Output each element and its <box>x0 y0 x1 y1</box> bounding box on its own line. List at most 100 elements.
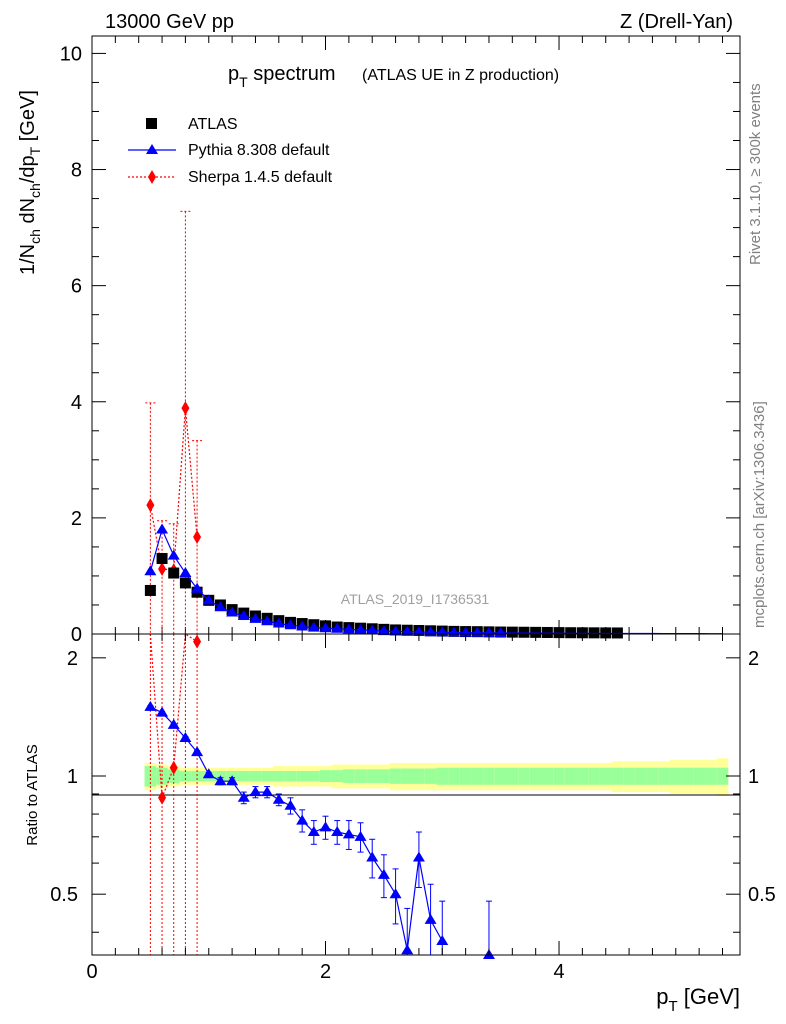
band-inner-segment <box>669 767 682 785</box>
band-inner-segment <box>436 767 449 785</box>
band-inner-segment <box>389 768 402 784</box>
sherpa-ratio-point <box>158 790 167 805</box>
atlas-point <box>156 553 168 565</box>
band-inner-segment <box>144 766 157 787</box>
pythia-point <box>272 617 285 628</box>
band-inner-segment <box>284 770 297 782</box>
band-inner-segment <box>553 767 565 785</box>
pythia-point <box>319 622 332 633</box>
pythia-ratio-point <box>424 913 437 924</box>
band-inner-segment <box>167 769 180 783</box>
pythia-series <box>144 523 723 637</box>
band-inner-segment <box>634 767 647 785</box>
sherpa-point <box>158 561 167 576</box>
band-inner-segment <box>518 767 530 785</box>
ratio-y-tick-labels: 0.5 0.5 1 1 2 2 <box>50 648 776 906</box>
plot-title: pT spectrum <box>228 63 336 90</box>
pythia-point <box>237 610 250 621</box>
title-tail: spectrum <box>248 63 336 85</box>
main-y-tick-label: 0 <box>71 624 82 646</box>
band-inner-segment <box>354 769 367 783</box>
pythia-ratio-point <box>202 768 215 779</box>
ratio-y-axis-label: Ratio to ATLAS <box>24 744 41 845</box>
main-y-tick-label: 10 <box>60 43 82 65</box>
band-inner-segment <box>424 768 437 784</box>
x-tick-labels: 0 2 4 <box>86 961 564 983</box>
band-inner-segment <box>237 770 250 782</box>
pythia-ratio-point <box>156 706 169 717</box>
pythia-ratio-series <box>144 700 495 959</box>
x-tick-label: 0 <box>86 961 97 983</box>
ratio-plot-frame <box>91 633 741 956</box>
band-inner-segment <box>261 770 273 782</box>
band-inner-segment <box>623 767 635 785</box>
sherpa-point <box>181 401 190 416</box>
band-inner-segment <box>681 767 694 785</box>
band-inner-segment <box>611 767 624 785</box>
x-tick-label: 4 <box>553 961 564 983</box>
main-plot-panel: 0 2 4 6 8 10 pT spectrum (ATLAS UE in Z produ… <box>17 35 741 646</box>
pythia-ratio-point <box>144 700 157 711</box>
pythia-point <box>226 606 239 617</box>
pythia-point <box>214 601 227 612</box>
legend-pythia-marker <box>146 144 158 154</box>
band-inner-segment <box>506 767 519 785</box>
sherpa-ratio-series <box>149 632 202 955</box>
atlas-point <box>506 626 518 638</box>
pythia-point <box>156 523 169 534</box>
pythia-ratio-point <box>191 746 204 757</box>
pythia-ratio-point <box>272 793 285 804</box>
x-axis-label: pT [GeV] <box>656 984 740 1015</box>
sherpa-ratio-point <box>193 634 202 649</box>
band-inner-segment <box>191 770 203 782</box>
analysis-watermark: ATLAS_2019_I1736531 <box>341 591 490 607</box>
band-inner-segment <box>588 767 600 785</box>
band-inner-segment <box>249 770 262 782</box>
ratio-y-tick-label-right: 1 <box>748 766 759 788</box>
band-inner-segment <box>366 769 379 783</box>
pythia-ratio-point <box>389 888 402 899</box>
pythia-line <box>149 527 723 635</box>
ratio-y-tick-label-left: 2 <box>67 648 78 670</box>
legend-atlas-marker <box>146 118 157 129</box>
band-inner-segment <box>459 767 472 785</box>
ratio-y-tick-label-right: 0.5 <box>748 884 776 906</box>
main-y-tick-labels: 0 2 4 6 8 10 <box>60 43 82 646</box>
pythia-point <box>307 621 320 632</box>
band-inner-segment <box>576 767 589 785</box>
band-inner-segment <box>494 767 507 785</box>
atlas-point <box>168 567 180 579</box>
pythia-ratio-point <box>307 826 320 837</box>
band-inner-segment <box>693 767 705 785</box>
sherpa-point <box>146 498 155 513</box>
band-inner-segment <box>378 769 390 783</box>
pythia-ratio-point <box>214 775 227 786</box>
band-inner-segment <box>308 770 320 782</box>
pythia-ratio-point <box>179 731 192 742</box>
pythia-ratio-point <box>401 944 414 955</box>
atlas-point <box>553 627 565 639</box>
band-inner-segment <box>331 770 344 783</box>
pythia-ratio-point <box>331 826 344 837</box>
rivet-label: Rivet 3.1.10, ≥ 300k events <box>747 83 764 265</box>
band-inner-segment <box>272 770 285 782</box>
band-inner-segment <box>483 767 495 785</box>
ratio-y-tick-label-left: 0.5 <box>50 884 78 906</box>
pythia-ratio-point <box>319 821 332 832</box>
legend-atlas-label: ATLAS <box>188 116 238 133</box>
main-y-axis-label: 1/Nch dNch/dpT [GeV] <box>17 90 43 275</box>
legend-sherpa-label: Sherpa 1.4.5 default <box>188 169 333 186</box>
pythia-point <box>389 625 402 636</box>
atlas-point <box>179 577 191 589</box>
main-y-tick-label: 8 <box>71 160 82 182</box>
pythia-point <box>342 623 355 634</box>
legend: ATLAS Pythia 8.308 default Sherpa 1.4.5 … <box>128 116 333 186</box>
title-main: p <box>228 63 239 85</box>
atlas-point <box>518 626 530 638</box>
band-inner-segment <box>541 767 554 785</box>
band-inner-segment <box>179 770 192 782</box>
pythia-point <box>144 565 157 576</box>
x-tick-label: 2 <box>320 961 331 983</box>
pythia-point <box>401 625 414 636</box>
